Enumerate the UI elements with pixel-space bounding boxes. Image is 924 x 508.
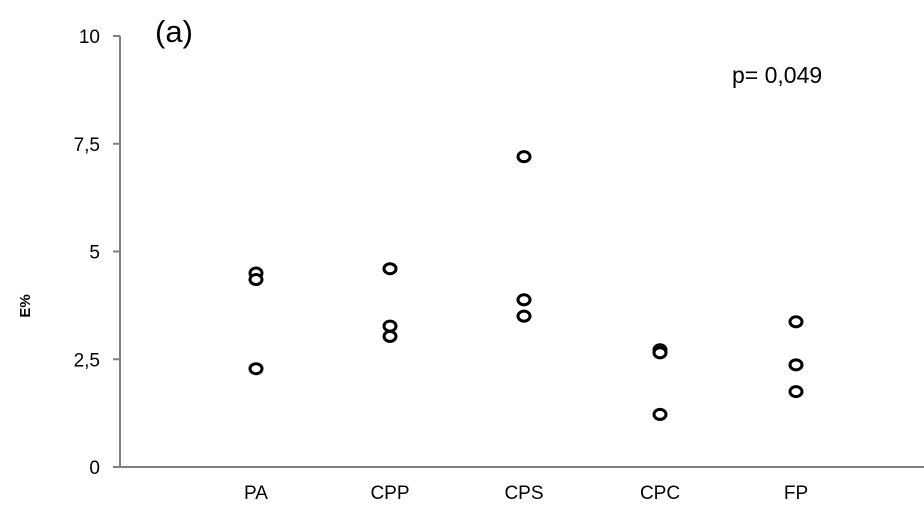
data-point	[788, 315, 804, 329]
x-tick-labels: PA CPP CPS CPC FP	[244, 483, 808, 504]
data-point	[382, 329, 398, 343]
p-value-annotation: p= 0,049	[732, 62, 822, 88]
data-point	[248, 362, 264, 376]
x-tick-label: CPC	[640, 483, 680, 504]
y-tick-label: 2,5	[74, 350, 100, 371]
data-point	[516, 150, 532, 164]
x-tick-label: FP	[784, 483, 808, 504]
data-point	[382, 319, 398, 333]
x-tick-label: CPP	[370, 483, 409, 504]
data-point	[788, 385, 804, 399]
data-point	[788, 358, 804, 372]
y-tick-label: 5	[89, 243, 100, 264]
data-point	[516, 309, 532, 323]
data-point	[516, 293, 532, 307]
data-point	[652, 346, 668, 360]
data-points	[248, 150, 804, 421]
y-ticks: 0 2,5 5 7,5 10	[74, 27, 120, 479]
axes	[119, 36, 924, 468]
data-point	[382, 262, 398, 276]
panel-label: (a)	[155, 14, 193, 49]
data-point	[248, 273, 264, 287]
x-tick-label: CPS	[504, 483, 543, 504]
y-axis-label: E%	[17, 294, 34, 317]
data-point	[652, 407, 668, 421]
y-tick-label: 7,5	[74, 135, 100, 156]
y-tick-label: 10	[79, 27, 100, 48]
x-tick-label: PA	[244, 483, 268, 504]
y-tick-label: 0	[89, 458, 100, 479]
